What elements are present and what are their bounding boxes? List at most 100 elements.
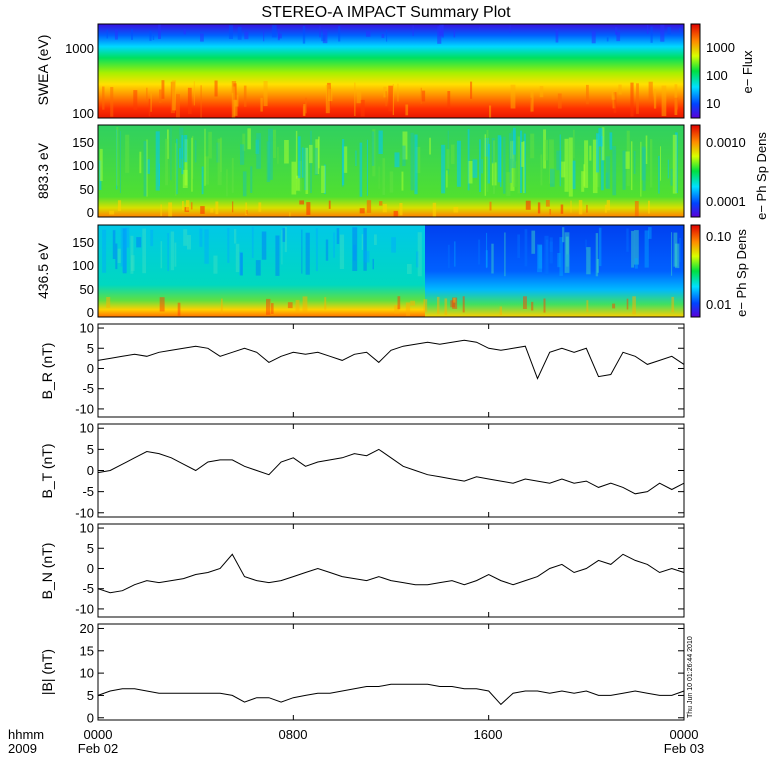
spectrogram-streak (679, 27, 681, 32)
spectrogram-streak (182, 201, 184, 211)
spectrogram-streak (453, 297, 456, 303)
spectrogram-streak (114, 29, 118, 40)
colorbar-swea-tick: 10 (706, 96, 720, 111)
spectrogram-streak (102, 229, 107, 273)
spectrogram-streak (675, 243, 680, 269)
spectrogram-streak (538, 245, 543, 269)
spectrogram-streak (478, 239, 481, 265)
spectrogram-883-ytick: 100 (72, 158, 94, 173)
spectrogram-streak (592, 139, 598, 194)
spectrogram-streak (489, 105, 492, 118)
spectrogram-streak (298, 136, 301, 179)
spectrogram-streak (122, 227, 127, 273)
spectrogram-streak (405, 302, 411, 316)
spectrogram-streak (263, 31, 265, 42)
spectrogram-streak (131, 28, 133, 40)
spectrogram-streak (299, 200, 304, 205)
y-tick-label: 5 (87, 541, 94, 556)
spectrogram-streak (314, 147, 318, 175)
spectrogram-streak (591, 31, 596, 44)
spectrogram-streak (648, 200, 650, 214)
spectrogram-streak (397, 296, 401, 310)
spectrogram-streak (634, 230, 639, 265)
spectrogram-streak (583, 164, 586, 187)
line-panels: 10 5 0 -5 -10 B_R (nT) 10 5 0 -5 -10 B_T (nT) 10 5 0 -5… (39, 321, 685, 725)
spectrogram-streak (361, 234, 364, 250)
spectrogram-streak (565, 254, 570, 274)
series-line (97, 683, 685, 706)
y-tick-label: -10 (75, 601, 94, 616)
spectrogram-streak (586, 204, 588, 213)
spectrogram-streak (149, 30, 152, 41)
spectrogram-streak (573, 129, 575, 159)
spectrogram-streak (557, 93, 562, 109)
spectrogram-streak (117, 200, 122, 211)
spectrogram-streak (660, 24, 665, 42)
spectrogram-streak (160, 204, 162, 217)
spectrogram-streak (653, 89, 657, 109)
spectrogram-streak (561, 161, 566, 178)
spectrogram-streak (155, 131, 160, 191)
spectrogram-streak (208, 131, 212, 159)
spectrogram-streak (661, 85, 667, 117)
spectrogram-streak (165, 138, 169, 186)
spectrogram-streak (231, 86, 236, 118)
spectrogram-streak (539, 86, 544, 98)
spectrogram-streak (456, 140, 461, 187)
spectrogram-streak (342, 139, 345, 186)
spectrogram-streak (672, 134, 677, 194)
spectrogram-streak (508, 133, 512, 183)
spectrogram-streak (250, 166, 253, 193)
spectrogram-streak (186, 200, 190, 211)
y-tick-label: 10 (80, 521, 94, 536)
line-panel-frame (97, 423, 685, 518)
spectrogram-streak (437, 26, 442, 44)
spectrogram-streak (284, 227, 287, 253)
spectrogram-streak (421, 90, 426, 102)
spectrogram-883: 883.3 eV 150 100 50 0 0.0010 0.0001 e− P… (35, 124, 769, 220)
spectrogram-streak (324, 297, 327, 310)
y-tick-label: -10 (75, 505, 94, 520)
spectrogram-streak (191, 137, 193, 192)
spectrogram-streak (271, 303, 274, 314)
spectrogram-streak (625, 151, 630, 169)
spectrogram-streak (530, 133, 535, 159)
spectrogram-streak (360, 99, 365, 117)
spectrogram-streak (355, 150, 357, 166)
spectrogram-883-ytick: 50 (80, 182, 94, 197)
spectrogram-streak (220, 298, 223, 314)
spectrogram-streak (557, 253, 561, 268)
spectrogram-streak (295, 300, 300, 313)
spectrogram-streak (328, 88, 333, 102)
spectrogram-streak (382, 158, 386, 196)
spectrogram-streak (673, 232, 678, 267)
spectrogram-streak (410, 300, 416, 306)
spectrogram-streak (444, 298, 448, 315)
spectrogram-streak (585, 239, 587, 250)
spectrogram-streak (247, 128, 251, 150)
time-axis-tick-label: 0000 (670, 727, 699, 742)
spectrogram-streak (595, 233, 599, 277)
spectrogram-streak (201, 166, 204, 195)
spectrogram-streak (217, 138, 222, 186)
spectrogram-streak (282, 228, 286, 242)
spectrogram-streak (301, 229, 303, 274)
spectrogram-streak (441, 24, 444, 38)
time-axis-date-label: Feb 03 (664, 741, 704, 756)
time-axis-tick-label: 0800 (279, 727, 308, 742)
spectrogram-streak (204, 128, 206, 186)
spectrogram-streak (242, 133, 246, 151)
spectrogram-streak (190, 202, 193, 210)
spectrogram-streak (446, 149, 450, 169)
spectrogram-streak (176, 138, 178, 195)
spectrogram-streak (441, 144, 446, 194)
spectrogram-streak (667, 159, 669, 179)
spectrogram-streak (478, 26, 480, 32)
spectrogram-streak (437, 296, 440, 314)
spectrogram-streak (645, 135, 648, 164)
spectrogram-436-ytick: 150 (72, 235, 94, 250)
spectrogram-streak (389, 171, 394, 193)
spectrogram-streak (160, 241, 163, 269)
spectrogram-streak (581, 171, 585, 192)
spectrogram-streak (378, 166, 380, 189)
